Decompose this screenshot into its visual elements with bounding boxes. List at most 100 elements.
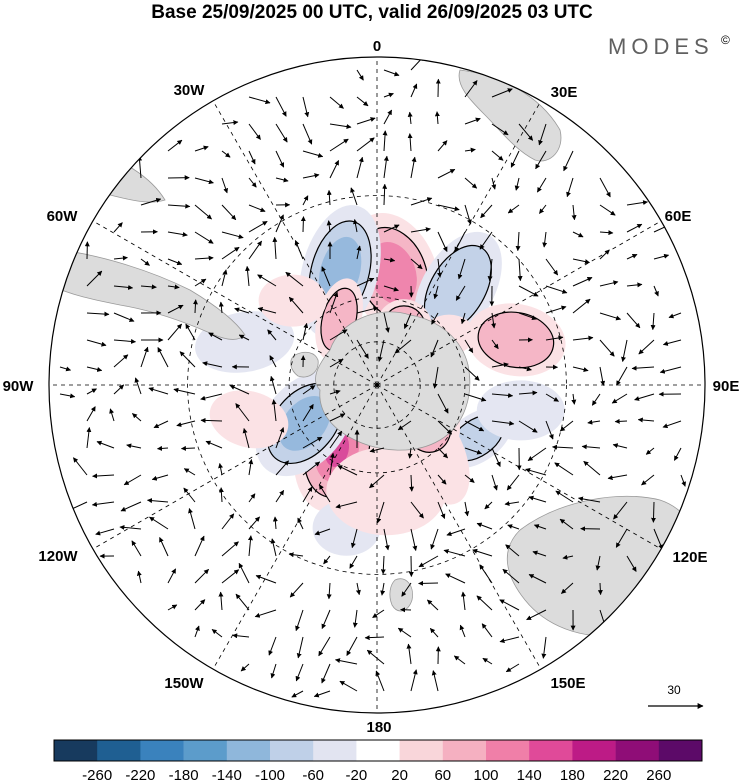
wind-vector-arrow	[491, 123, 509, 136]
wind-vector-arrow	[183, 487, 196, 503]
wind-vector-arrow	[653, 253, 670, 260]
wind-vector-arrow	[92, 473, 115, 479]
anomaly-contour-fill	[476, 380, 565, 441]
colorbar-swatch	[486, 740, 530, 761]
colorbar-label: 220	[603, 767, 628, 783]
wind-vector-arrow	[352, 609, 358, 628]
wind-vector-arrow	[591, 393, 601, 406]
wind-vector-arrow	[532, 550, 547, 557]
wind-vector-arrow	[479, 564, 493, 584]
wind-vector-arrow	[126, 443, 142, 449]
wind-vector-arrow	[464, 366, 480, 381]
wind-vector-arrow	[73, 457, 88, 476]
wind-vector-arrow	[369, 447, 385, 453]
colorbar-swatch	[270, 740, 314, 761]
wind-vector-arrow	[437, 204, 460, 212]
wind-vector-arrow	[541, 636, 547, 659]
wind-vector-arrow	[157, 445, 169, 451]
wind-vector-arrow	[518, 123, 534, 141]
wind-vector-arrow	[504, 501, 520, 506]
colorbar-swatch	[140, 740, 184, 761]
wind-vector-arrow	[194, 204, 212, 220]
wind-vector-arrow	[254, 609, 277, 618]
wind-vector-arrow	[167, 231, 188, 237]
wind-vector-arrow	[611, 393, 628, 404]
wind-vector-arrow	[514, 177, 520, 191]
africa-landmass	[458, 69, 562, 162]
wind-vector-arrow	[271, 399, 277, 422]
lon-label-60w: 60W	[47, 208, 79, 225]
wind-vector-arrow	[326, 582, 332, 600]
wind-vector-arrow	[218, 591, 224, 611]
wind-vector-arrow	[491, 392, 514, 398]
wind-vector-arrow	[407, 133, 413, 152]
wind-vector-arrow	[86, 427, 92, 449]
wind-vector-arrow	[615, 528, 628, 548]
wind-vector-arrow	[491, 88, 513, 98]
wind-vector-arrow	[528, 495, 547, 503]
wind-vector-arrow	[329, 430, 343, 449]
longitude-labels: 0 30E 60E 90E 120E 150E 180 150W 120W 90…	[3, 38, 740, 736]
wind-vector-arrow	[464, 147, 476, 153]
wind-vector-arrow	[680, 474, 686, 487]
wind-vector-arrow	[356, 156, 364, 179]
wind-vector-arrow	[599, 280, 619, 287]
wind-vector-arrow	[272, 516, 278, 530]
wind-vector-arrow	[248, 220, 268, 233]
wind-vector-arrow	[673, 447, 682, 461]
wind-vector-arrow	[329, 96, 344, 109]
wind-vector-arrow	[151, 474, 169, 481]
wind-vector-arrow	[86, 388, 97, 395]
wind-vector-arrow	[272, 236, 278, 260]
wind-vector-arrow	[136, 570, 142, 584]
wind-vector-arrow	[221, 541, 239, 557]
wind-vector-arrow	[377, 339, 385, 362]
meridian-line	[212, 100, 378, 386]
wind-vector-arrow	[113, 354, 129, 368]
wind-vector-arrow	[314, 528, 331, 536]
wind-vector-arrow	[275, 150, 285, 168]
wind-vector-arrow	[221, 204, 237, 221]
wind-vector-arrow	[242, 428, 250, 449]
wind-vector-arrow	[302, 123, 313, 145]
wind-vector-arrow	[221, 269, 228, 287]
wind-vector-arrow	[113, 312, 135, 322]
wind-vector-arrow	[454, 231, 466, 252]
wind-vector-arrow	[269, 375, 277, 395]
wind-vector-arrow	[476, 522, 493, 530]
colorbar-label: -100	[255, 767, 285, 783]
wind-vector-arrow	[599, 204, 616, 216]
wind-vector-arrow	[383, 92, 394, 98]
wind-vector-arrow	[248, 493, 256, 503]
wind-vector-arrow	[460, 591, 466, 611]
wind-vector-arrow	[491, 474, 498, 491]
wind-vector-arrow	[194, 568, 209, 584]
wind-vector-arrow	[356, 117, 376, 125]
wind-vector-arrow	[554, 462, 574, 476]
wind-vector-arrow	[505, 663, 520, 673]
colorbar-swatch	[54, 740, 98, 761]
brand-mark: ©	[721, 33, 730, 47]
wind-vector-arrow	[288, 552, 304, 558]
colorbar-swatch	[356, 740, 400, 761]
wind-vector-arrow	[91, 501, 115, 507]
antarctica-landmass	[290, 311, 471, 451]
brand-logo: MODES ©	[608, 33, 730, 59]
wind-vector-arrow	[86, 406, 96, 422]
latitude-circle	[288, 296, 466, 474]
wind-vector-arrow	[455, 285, 466, 301]
wind-vector-arrow	[481, 623, 493, 638]
colorbar-label: -140	[212, 767, 242, 783]
wind-vector-arrow	[349, 555, 358, 569]
wind-vector-arrow	[297, 517, 304, 530]
lon-label-120w: 120W	[38, 548, 78, 565]
wind-vector-arrow	[335, 501, 358, 509]
wind-vector-arrow	[464, 177, 478, 189]
wind-vector-arrow	[372, 609, 385, 619]
wind-vector-arrow	[626, 253, 638, 260]
wind-vector-arrow	[634, 393, 655, 401]
wind-vector-arrow	[650, 312, 656, 331]
anomaly-contour-line	[477, 311, 555, 369]
wind-vector-arrow	[572, 335, 594, 341]
wind-vector-arrow	[302, 436, 323, 449]
